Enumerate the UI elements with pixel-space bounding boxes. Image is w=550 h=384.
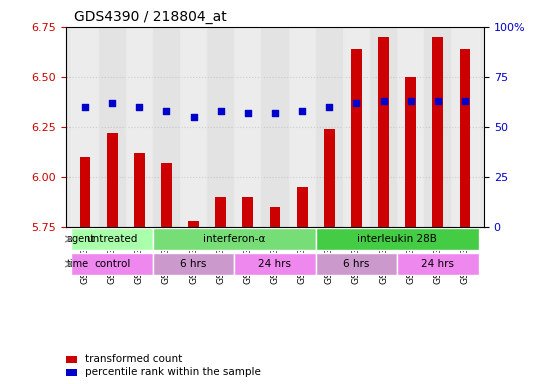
Bar [460, 49, 470, 227]
Text: 24 hrs: 24 hrs [421, 259, 454, 269]
Point [379, 98, 388, 104]
Bar [324, 129, 335, 227]
FancyBboxPatch shape [153, 253, 234, 275]
Point [325, 104, 334, 110]
FancyBboxPatch shape [72, 228, 153, 250]
Bar [243, 197, 254, 227]
Point [108, 100, 117, 106]
Bar [207, 27, 234, 227]
Bar [270, 207, 280, 227]
Point [433, 98, 442, 104]
Point [162, 108, 171, 114]
Bar [351, 49, 362, 227]
Point [135, 104, 144, 110]
Bar [161, 163, 172, 227]
FancyBboxPatch shape [234, 253, 316, 275]
Point [244, 110, 252, 116]
Bar [72, 27, 98, 227]
Text: untreated: untreated [86, 234, 138, 244]
Bar [80, 157, 90, 227]
Text: 6 hrs: 6 hrs [180, 259, 207, 269]
Point [460, 98, 469, 104]
FancyBboxPatch shape [153, 228, 316, 250]
Bar [180, 27, 207, 227]
Bar [134, 153, 145, 227]
Text: time: time [67, 259, 89, 269]
Point [352, 100, 361, 106]
Bar [188, 220, 199, 227]
Text: interferon-α: interferon-α [203, 234, 266, 244]
Text: agent: agent [67, 234, 95, 244]
Text: interleukin 28B: interleukin 28B [357, 234, 437, 244]
Text: control: control [94, 259, 130, 269]
Point [81, 104, 90, 110]
Text: GDS4390 / 218804_at: GDS4390 / 218804_at [74, 10, 227, 25]
Text: 24 hrs: 24 hrs [258, 259, 292, 269]
Bar [397, 27, 424, 227]
Bar [405, 77, 416, 227]
Bar [343, 27, 370, 227]
FancyBboxPatch shape [397, 253, 478, 275]
Bar [424, 27, 452, 227]
FancyBboxPatch shape [316, 228, 478, 250]
Text: transformed count: transformed count [85, 354, 183, 364]
Bar [126, 27, 153, 227]
Bar [296, 187, 307, 227]
Point [298, 108, 306, 114]
Point [189, 114, 198, 120]
Bar [98, 27, 126, 227]
Point [216, 108, 225, 114]
Point [406, 98, 415, 104]
Bar [378, 37, 389, 227]
FancyBboxPatch shape [316, 253, 397, 275]
Bar [234, 27, 261, 227]
Text: 6 hrs: 6 hrs [343, 259, 370, 269]
Bar [153, 27, 180, 227]
Bar [107, 133, 118, 227]
Bar [370, 27, 397, 227]
Bar [289, 27, 316, 227]
Bar [452, 27, 478, 227]
FancyBboxPatch shape [72, 253, 153, 275]
Bar [316, 27, 343, 227]
Bar [432, 37, 443, 227]
Text: percentile rank within the sample: percentile rank within the sample [85, 367, 261, 377]
Point [271, 110, 279, 116]
Bar [261, 27, 289, 227]
Bar [215, 197, 226, 227]
